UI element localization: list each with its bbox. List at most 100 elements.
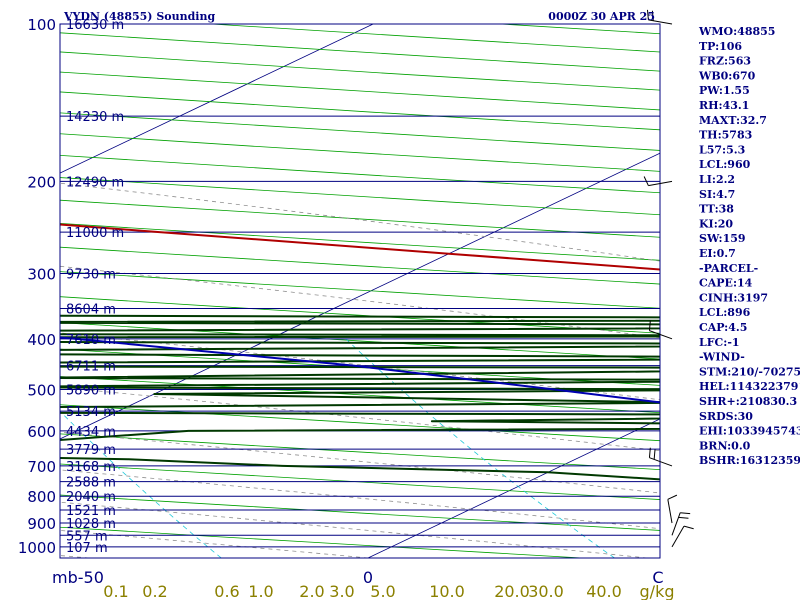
grid-layer xyxy=(60,24,660,558)
wind-barb-feather xyxy=(651,10,654,21)
index-value: EI:0.7 xyxy=(699,247,736,260)
pressure-label: 600 xyxy=(27,423,56,441)
mixing-ratio-line xyxy=(60,410,222,558)
index-value: CAP:4.5 xyxy=(699,321,747,334)
index-value: SW:159 xyxy=(699,232,746,245)
index-value: L57:5.3 xyxy=(699,143,745,156)
mixing-ratio-label: 10.0 xyxy=(429,582,465,600)
index-value: LI:2.2 xyxy=(699,173,735,186)
isotherm-line xyxy=(367,418,660,558)
wind-barb-feather xyxy=(667,494,678,500)
pressure-label: 800 xyxy=(27,488,56,506)
mixing-ratio-label: 40.0 xyxy=(586,582,622,600)
wind-barb xyxy=(648,320,673,340)
wind-barbs xyxy=(643,9,694,548)
pressure-label: 700 xyxy=(27,458,56,476)
mixing-ratio-label: 30.0 xyxy=(528,582,564,600)
index-value: TT:38 xyxy=(699,203,734,216)
index-value: -WIND- xyxy=(699,351,745,364)
index-value: CAPE:14 xyxy=(699,277,753,290)
dry-adiabat-line xyxy=(60,494,660,531)
height-label: 4434 m xyxy=(66,425,116,440)
wind-barb-staff xyxy=(648,180,673,187)
index-value: TP:106 xyxy=(699,40,742,53)
index-value: SRDS:30 xyxy=(699,410,753,423)
wind-barb-feather xyxy=(678,516,689,519)
wind-barb xyxy=(667,494,678,524)
parcel-line xyxy=(60,336,660,404)
dry-adiabat-line xyxy=(60,404,660,442)
chart-time: 0000Z 30 APR 25 xyxy=(548,10,655,23)
index-value: TH:5783 xyxy=(699,129,752,142)
index-value: WMO:48855 xyxy=(698,25,775,38)
moist-adiabat-line xyxy=(60,431,660,494)
index-value: STM:210/-7027588 xyxy=(699,365,800,378)
height-label: 557 m xyxy=(66,529,108,544)
index-value: CINH:3197 xyxy=(699,291,768,304)
height-label: 5134 m xyxy=(66,405,116,420)
height-label: 16630 m xyxy=(66,18,124,33)
mixing-ratio-label: 1.0 xyxy=(248,582,273,600)
isotherm-line xyxy=(60,24,374,174)
pressure-label: 100 xyxy=(27,16,56,34)
index-value: KI:20 xyxy=(699,217,733,230)
wind-barb xyxy=(671,525,694,548)
wind-barb-feather xyxy=(643,176,649,186)
height-label: 14230 m xyxy=(66,110,124,125)
mixing-ratio-label: 20.0 xyxy=(494,582,530,600)
mixing-ratio-label: 0.1 xyxy=(103,582,128,600)
mixing-ratio-unit-label: g/kg xyxy=(640,582,675,600)
height-label: 6711 m xyxy=(66,360,116,375)
index-value: MAXT:32.7 xyxy=(699,114,767,127)
x-axis-unit-label: C xyxy=(652,568,663,587)
wind-barb-feather xyxy=(648,447,651,458)
height-label: 2040 m xyxy=(66,490,116,505)
index-value: LFC:-1 xyxy=(699,336,740,349)
height-label: 1521 m xyxy=(66,504,116,519)
index-value: LCL:960 xyxy=(699,158,751,171)
height-label: 7610 m xyxy=(66,333,116,348)
height-label: 12490 m xyxy=(66,175,124,190)
index-value: FRZ:563 xyxy=(699,55,751,68)
wind-barb-feather xyxy=(653,449,656,460)
index-value: BRN:0.0 xyxy=(699,439,751,452)
temperature-tick-label: mb-50 xyxy=(52,568,104,587)
wind-barb-staff xyxy=(649,330,673,340)
temperature-tick-label: 0 xyxy=(363,568,373,587)
wind-barb-staff xyxy=(649,457,673,467)
index-value: SHR+:210830.3 xyxy=(699,395,797,408)
height-label: 2588 m xyxy=(66,476,116,491)
height-label: 8604 m xyxy=(66,303,116,318)
height-label: 1028 m xyxy=(66,517,116,532)
index-value: PW:1.55 xyxy=(699,84,750,97)
index-value: HEL:114322379164 xyxy=(699,380,800,393)
index-value: -PARCEL- xyxy=(699,262,758,275)
pressure-label: 400 xyxy=(27,331,56,349)
pressure-label: 1000 xyxy=(18,539,56,557)
mixing-ratio-label: 0.6 xyxy=(214,582,239,600)
mixing-ratio-label: 3.0 xyxy=(329,582,354,600)
index-value: BSHR:16312359609 xyxy=(699,454,800,467)
wind-barb-feather xyxy=(648,320,651,331)
index-value: WB0:670 xyxy=(698,69,756,82)
pressure-label: 900 xyxy=(27,515,56,533)
wind-barb-feather xyxy=(680,512,691,515)
pressure-label: 500 xyxy=(27,382,56,400)
pressure-label: 300 xyxy=(27,265,56,283)
plot-frame xyxy=(59,23,661,559)
index-value: SI:4.7 xyxy=(699,188,735,201)
index-value: LCL:896 xyxy=(699,306,751,319)
wind-barb-feather xyxy=(646,9,649,20)
height-label: 11000 m xyxy=(66,226,124,241)
height-label: 5890 m xyxy=(66,384,116,399)
mixing-ratio-label: 2.0 xyxy=(299,582,324,600)
height-label: 3779 m xyxy=(66,443,116,458)
chart-title: VYDN (48855) Sounding xyxy=(63,10,215,23)
wind-barb xyxy=(643,176,673,187)
profiles-layer xyxy=(60,223,660,481)
index-value: EHI:103394574336. xyxy=(699,425,800,438)
height-label: 3168 m xyxy=(66,460,116,475)
